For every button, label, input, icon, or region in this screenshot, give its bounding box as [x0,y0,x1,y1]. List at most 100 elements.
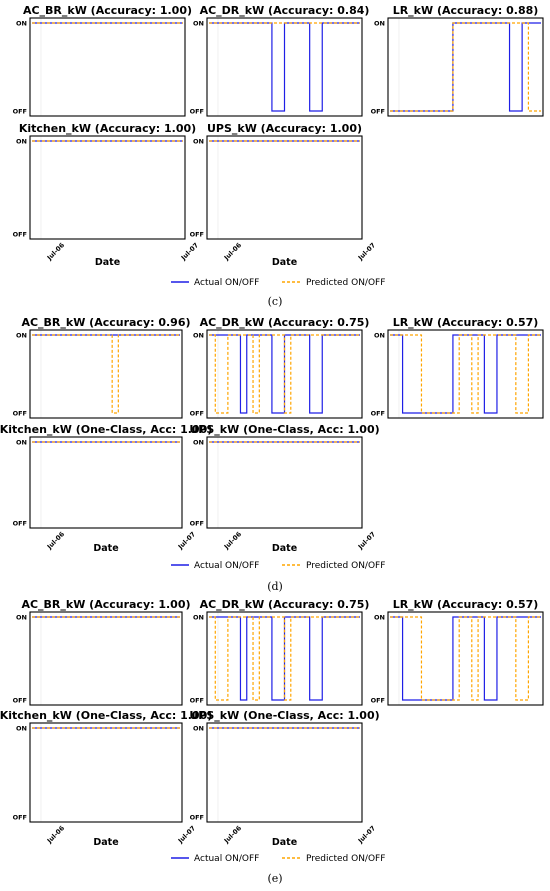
xtick-label: Jul-06 [222,530,244,552]
panel-frame [29,17,186,117]
panel-0-4: UPS_kW (Accuracy: 1.00)ON OFF Jul-06 Jul-07… [190,122,378,268]
ytick-off: OFF [190,107,204,115]
ytick-off: OFF [13,107,27,115]
panel-frame [206,17,363,117]
panel-1-3: Kitchen_kW (One-Class, Acc: 1.00) ON OFF Ju… [0,423,212,554]
figure-caption: (d) [267,580,283,593]
x-axis-label: Date [272,837,297,848]
series-predicted-line [390,334,541,414]
xtick-label: Jul-06 [222,241,244,263]
panel-1-1: AC_DR_kW (Accuracy: 0.75) ON OFF [190,316,369,419]
ytick-on: ON [193,613,204,621]
x-axis-label: Date [93,543,118,554]
panel-1-4: UPS_kW (One-Class, Acc: 1.00) ON OFF Jul-06… [189,423,379,554]
panel-frame [387,329,544,419]
ytick-on: ON [16,137,27,145]
x-axis-label: Date [95,257,120,268]
panel-1-2: LR_kW (Accuracy: 0.57) ON OFF [371,316,544,419]
ytick-off: OFF [13,696,27,704]
legend: Actual ON/OFF Predicted ON/OFF [171,561,385,571]
legend: Actual ON/OFF Predicted ON/OFF [171,854,385,864]
ytick-on: ON [193,137,204,145]
ytick-on: ON [193,438,204,446]
panel-2-4: UPS_kW (One-Class, Acc: 1.00) ON OFF Jul-06… [189,709,379,848]
panel-title: UPS_kW (One-Class, Acc: 1.00) [189,423,379,436]
panel-frame [206,611,363,706]
ytick-off: OFF [13,409,27,417]
ytick-off: OFF [190,230,204,238]
panel-title: AC_BR_kW (Accuracy: 1.00) [23,4,192,17]
series-actual-line [209,616,360,701]
legend-actual-label: Actual ON/OFF [194,278,259,288]
figure-caption: (c) [268,295,283,308]
panel-title: Kitchen_kW (Accuracy: 1.00) [19,122,196,135]
panel-frame [206,135,363,240]
xtick-label: Jul-07 [176,530,197,551]
panel-title: LR_kW (Accuracy: 0.88) [393,4,539,17]
series-predicted-line [390,22,541,112]
panel-0-3: Kitchen_kW (Accuracy: 1.00) ON OFF Jul-06 Ju… [13,122,201,268]
xtick-label: Jul-07 [176,824,197,845]
x-axis-label: Date [93,837,118,848]
x-axis-label: Date [272,257,297,268]
x-axis-label: Date [272,543,297,554]
panel-2-3: Kitchen_kW (One-Class, Acc: 1.00) ON OFF Ju… [0,709,212,848]
series-actual-line [390,22,541,112]
panel-title: LR_kW (Accuracy: 0.57) [393,316,539,329]
ytick-off: OFF [190,409,204,417]
series-actual-line [209,22,360,112]
series-predicted-line [390,616,541,701]
panel-frame [387,17,544,117]
panel-title: UPS_kW (Accuracy: 1.00) [207,122,362,135]
panel-frame [206,722,363,823]
ytick-on: ON [193,724,204,732]
panel-0-0: AC_BR_kW (Accuracy: 1.00) ON OFF [13,4,192,117]
series-actual-line [390,334,541,414]
legend-predicted-label: Predicted ON/OFF [306,278,385,288]
panel-frame [29,722,183,823]
legend: Actual ON/OFF Predicted ON/OFF [171,278,385,288]
panel-frame [29,135,186,240]
panel-title: UPS_kW (One-Class, Acc: 1.00) [189,709,379,722]
ytick-on: ON [374,19,385,27]
xtick-label: Jul-06 [45,824,67,846]
series-predicted-line [209,616,360,701]
panel-title: AC_BR_kW (Accuracy: 1.00) [21,598,190,611]
panel-title: Kitchen_kW (One-Class, Acc: 1.00) [0,423,212,436]
ytick-off: OFF [190,519,204,527]
ytick-on: ON [16,724,27,732]
ytick-on: ON [16,438,27,446]
series-predicted-line [209,334,360,414]
ytick-off: OFF [371,409,385,417]
panel-2-2: LR_kW (Accuracy: 0.57) ON OFF [371,598,544,706]
series-predicted-line [32,334,180,414]
ytick-off: OFF [190,813,204,821]
panel-title: AC_DR_kW (Accuracy: 0.75) [200,598,370,611]
series-actual-line [390,616,541,701]
figure-caption: (e) [267,872,282,885]
panel-2-0: AC_BR_kW (Accuracy: 1.00) ON OFF [13,598,191,706]
legend-actual-label: Actual ON/OFF [194,561,259,571]
panel-title: AC_DR_kW (Accuracy: 0.84) [200,4,370,17]
xtick-label: Jul-07 [356,241,377,262]
panel-1-0: AC_BR_kW (Accuracy: 0.96) ON OFF [13,316,191,419]
legend-predicted-label: Predicted ON/OFF [306,561,385,571]
ytick-on: ON [16,331,27,339]
ytick-off: OFF [13,230,27,238]
ytick-on: ON [193,19,204,27]
xtick-label: Jul-06 [45,530,67,552]
panel-frame [29,329,183,419]
ytick-off: OFF [190,696,204,704]
legend-actual-label: Actual ON/OFF [194,854,259,864]
legend-predicted-label: Predicted ON/OFF [306,854,385,864]
ytick-on: ON [16,613,27,621]
ytick-off: OFF [13,813,27,821]
xtick-label: Jul-07 [356,530,377,551]
ytick-on: ON [16,19,27,27]
xtick-label: Jul-07 [356,824,377,845]
panel-frame [206,329,363,419]
xtick-label: Jul-07 [179,241,200,262]
